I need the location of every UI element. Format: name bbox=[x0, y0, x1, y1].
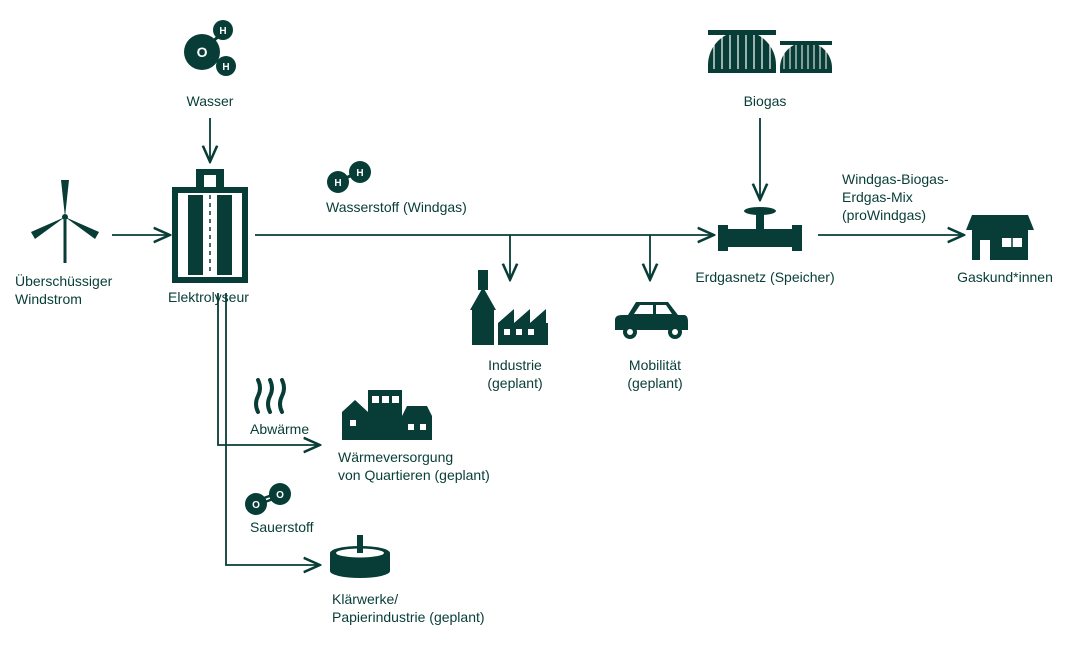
mix-label: Windgas-Biogas- Erdgas-Mix (proWindgas) bbox=[842, 170, 992, 225]
mobilitaet-label: Mobilität (geplant) bbox=[615, 356, 695, 392]
water-molecule-icon: O H H bbox=[184, 20, 236, 76]
svg-text:H: H bbox=[219, 26, 226, 37]
waerme-label: Wärmeversorgung von Quartieren (geplant) bbox=[338, 448, 538, 484]
svg-text:O: O bbox=[197, 44, 208, 60]
svg-text:H: H bbox=[356, 168, 363, 179]
car-icon bbox=[615, 302, 688, 339]
biogas-label: Biogas bbox=[735, 92, 795, 110]
buildings-icon bbox=[342, 390, 432, 440]
svg-text:H: H bbox=[222, 62, 229, 73]
tank-icon bbox=[330, 535, 390, 578]
wind-label: Überschüssiger Windstrom bbox=[15, 272, 125, 308]
gas-valve-icon bbox=[718, 207, 802, 251]
flow-diagram: O H H H H bbox=[0, 0, 1080, 660]
svg-text:O: O bbox=[276, 490, 284, 501]
heat-waves-icon bbox=[256, 380, 284, 412]
h2-molecule-icon: H H bbox=[327, 161, 371, 193]
gaskunde-label: Gaskund*innen bbox=[950, 268, 1060, 286]
abwaerme-label: Abwärme bbox=[250, 420, 330, 438]
wasser-label: Wasser bbox=[180, 92, 240, 110]
elektrolyseur-label: Elektrolyseur bbox=[168, 288, 258, 306]
wasserstoff-label: Wasserstoff (Windgas) bbox=[326, 198, 526, 216]
sauerstoff-label: Sauerstoff bbox=[250, 518, 340, 536]
electrolyzer-icon bbox=[175, 169, 245, 280]
svg-text:H: H bbox=[334, 178, 341, 189]
wind-turbine-icon bbox=[31, 180, 99, 263]
svg-text:O: O bbox=[252, 500, 260, 511]
factory-icon bbox=[470, 270, 548, 345]
klaerwerk-label: Klärwerke/ Papierindustrie (geplant) bbox=[332, 590, 552, 626]
biogas-domes-icon bbox=[708, 30, 832, 73]
industrie-label: Industrie (geplant) bbox=[475, 356, 555, 392]
erdgasnetz-label: Erdgasnetz (Speicher) bbox=[695, 268, 835, 286]
o2-molecule-icon: O O bbox=[245, 483, 291, 515]
